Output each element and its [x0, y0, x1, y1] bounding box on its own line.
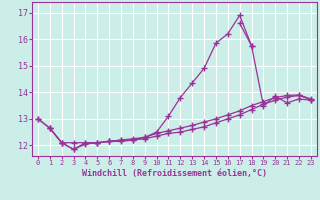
X-axis label: Windchill (Refroidissement éolien,°C): Windchill (Refroidissement éolien,°C)	[82, 169, 267, 178]
